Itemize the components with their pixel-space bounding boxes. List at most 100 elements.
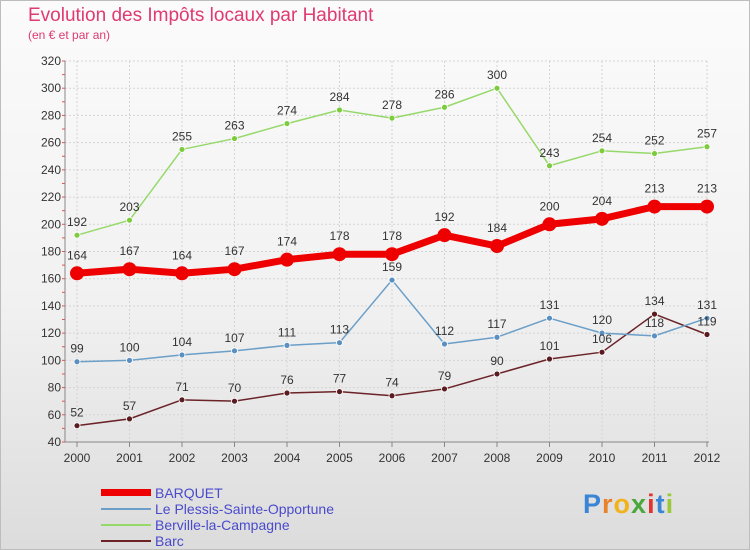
x-tick-label: 2001 <box>116 451 143 465</box>
point-barquet <box>175 266 189 281</box>
y-tick-label: 100 <box>41 353 61 367</box>
point-berville <box>126 216 133 224</box>
point-barc <box>283 389 291 397</box>
point-berville <box>336 106 343 114</box>
data-label-barquet: 213 <box>697 182 717 196</box>
point-berville <box>651 150 658 157</box>
data-label-plessis: 100 <box>119 340 139 354</box>
point-barc <box>73 422 81 430</box>
data-label-barquet: 200 <box>539 199 559 213</box>
point-plessis <box>283 341 291 349</box>
x-tick-label: 2006 <box>379 451 406 465</box>
data-label-plessis: 131 <box>539 298 559 312</box>
data-label-barc: 134 <box>644 294 664 308</box>
data-label-barc: 52 <box>70 406 84 420</box>
point-berville <box>388 114 396 122</box>
data-label-berville: 252 <box>644 134 664 148</box>
data-label-berville: 286 <box>434 87 454 101</box>
legend: BARQUET Le Plessis-Sainte-Opportune Berv… <box>101 485 401 549</box>
data-label-berville: 278 <box>382 98 402 112</box>
point-berville <box>73 231 81 239</box>
point-berville <box>441 103 448 111</box>
point-plessis <box>178 351 186 359</box>
point-berville <box>546 162 553 170</box>
data-label-berville: 243 <box>539 146 559 160</box>
x-tick-label: 2003 <box>221 451 248 465</box>
point-plessis <box>703 314 711 322</box>
x-tick-label: 2002 <box>169 451 196 465</box>
point-plessis <box>493 333 501 341</box>
point-barc <box>651 310 658 318</box>
legend-swatch-berville <box>101 524 151 526</box>
data-label-plessis: 99 <box>70 342 84 356</box>
proxiti-logo: Proxiti <box>583 489 674 520</box>
legend-item-barquet: BARQUET <box>101 485 401 501</box>
logo-letter: i <box>665 489 675 519</box>
y-tick-label: 120 <box>41 326 61 340</box>
data-label-barquet: 174 <box>277 235 297 249</box>
point-berville <box>283 120 291 127</box>
point-plessis <box>336 339 343 347</box>
data-label-berville: 257 <box>697 127 717 141</box>
data-label-barc: 79 <box>438 369 452 383</box>
x-tick-label: 2008 <box>484 451 511 465</box>
legend-item-barc: Barc <box>101 533 401 549</box>
legend-label-barc: Barc <box>155 533 184 549</box>
y-tick-label: 200 <box>41 217 61 231</box>
y-tick-label: 160 <box>41 272 61 286</box>
data-label-plessis: 104 <box>172 335 192 349</box>
logo-letter: r <box>602 489 614 519</box>
data-label-barc: 101 <box>539 339 559 353</box>
point-barquet <box>700 199 714 214</box>
point-plessis <box>598 329 606 337</box>
data-label-plessis: 107 <box>224 331 244 345</box>
x-tick-label: 2012 <box>694 451 721 465</box>
x-tick-label: 2007 <box>431 451 458 465</box>
legend-swatch-plessis <box>101 508 151 510</box>
data-label-barc: 57 <box>123 399 137 413</box>
y-tick-label: 180 <box>41 245 61 259</box>
point-barquet <box>595 211 609 226</box>
data-label-barquet: 167 <box>224 244 244 258</box>
point-barquet <box>70 266 84 281</box>
axes: 40 60 80 100 120 140 160 180 200 220 240 260 280 300 3… <box>41 54 721 465</box>
point-barquet <box>437 228 452 243</box>
data-label-barquet: 204 <box>592 194 612 208</box>
point-barc <box>126 415 133 423</box>
point-barc <box>493 370 501 378</box>
point-barc <box>546 355 553 363</box>
y-tick-label: 240 <box>41 163 61 177</box>
point-barc <box>703 331 711 338</box>
data-label-plessis: 120 <box>592 313 612 327</box>
point-berville <box>178 146 186 153</box>
point-barquet <box>122 262 137 277</box>
point-barc <box>441 385 448 393</box>
y-tick-label: 40 <box>48 435 62 449</box>
data-label-barc: 106 <box>592 332 612 346</box>
point-plessis <box>388 276 396 284</box>
data-label-plessis: 113 <box>330 323 349 337</box>
data-label-berville: 284 <box>329 90 349 104</box>
data-label-barc: 71 <box>175 380 189 394</box>
data-label-plessis: 117 <box>487 317 506 331</box>
data-label-berville: 300 <box>487 68 507 82</box>
x-tick-label: 2000 <box>64 451 91 465</box>
point-barquet <box>647 199 662 214</box>
point-barquet <box>332 247 347 262</box>
x-tick-label: 2010 <box>589 451 616 465</box>
y-tick-label: 220 <box>41 190 61 204</box>
data-label-barc: 76 <box>280 373 294 387</box>
point-barc <box>336 388 343 396</box>
data-label-barquet: 192 <box>434 210 454 224</box>
y-tick-label: 60 <box>48 408 62 422</box>
y-tick-label: 280 <box>41 108 61 122</box>
point-berville <box>598 147 606 155</box>
data-labels: 164 167 164 167 174 178 178 192 184 200 204 213 213 9… <box>67 68 717 419</box>
point-berville <box>703 143 711 151</box>
legend-item-berville: Berville-la-Campagne <box>101 517 401 533</box>
legend-label-berville: Berville-la-Campagne <box>155 517 290 533</box>
point-plessis <box>73 358 81 366</box>
data-label-berville: 203 <box>119 200 139 214</box>
